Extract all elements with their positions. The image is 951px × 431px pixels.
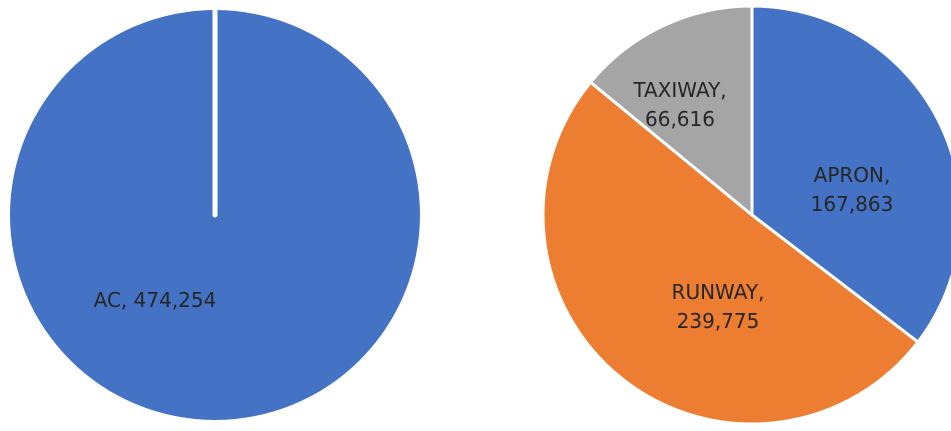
data-label-runway: RUNWAY, 239,775 — [672, 280, 765, 333]
slice-taxiway — [589, 4, 754, 217]
pie-chart-2: APRON, 167,863 RUNWAY, 239,775 TAXIWAY, 66,61… — [541, 4, 951, 426]
slice-runway — [541, 80, 920, 426]
slice-apron — [750, 4, 951, 344]
slice-ac — [10, 7, 420, 420]
data-label-ac: AC, 474,254 — [94, 288, 217, 312]
data-label-taxiway: TAXIWAY, 66,616 — [632, 78, 726, 131]
data-label-apron: APRON, 167,863 — [811, 163, 894, 216]
pie-chart-1: AC, 474,254 — [10, 7, 420, 420]
